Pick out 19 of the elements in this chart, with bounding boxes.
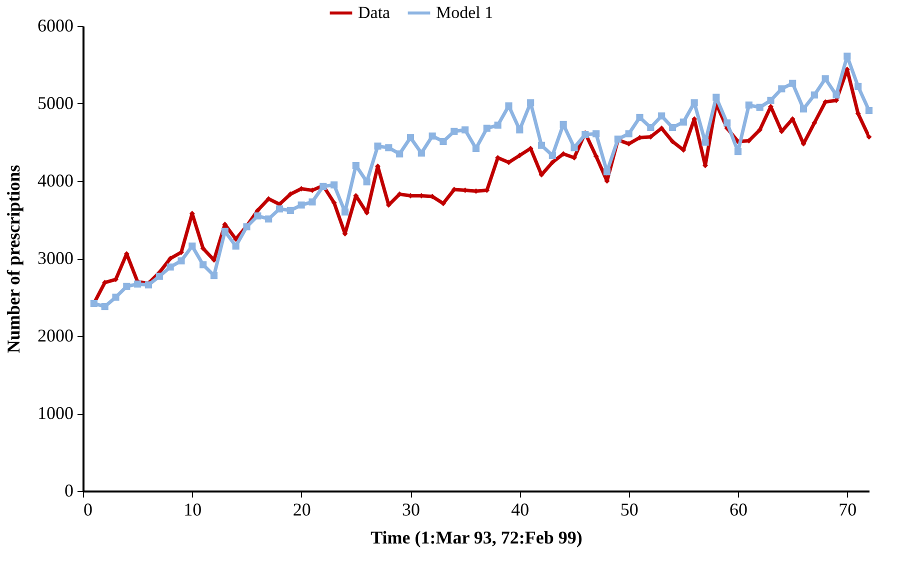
legend-label: Model 1: [436, 3, 494, 22]
y-tick-label: 4000: [38, 170, 74, 190]
x-tick-label: 10: [184, 500, 202, 520]
y-tick-label: 3000: [38, 248, 74, 268]
y-tick-label: 6000: [38, 16, 74, 36]
y-tick-label: 2000: [38, 326, 74, 346]
x-tick-label: 30: [402, 500, 420, 520]
x-tick-label: 40: [511, 500, 530, 520]
x-tick-label: 60: [730, 500, 748, 520]
x-tick-label: 0: [84, 500, 92, 520]
y-tick-label: 5000: [38, 93, 74, 113]
legend-label: Data: [358, 3, 391, 22]
x-tick-label: 50: [620, 500, 638, 520]
x-tick-label: 70: [838, 500, 857, 520]
y-tick-label: 1000: [38, 403, 74, 423]
x-tick-label: 20: [292, 500, 311, 520]
y-tick-label: 0: [64, 480, 74, 500]
x-axis-title: Time (1:Mar 93, 72:Feb 99): [370, 528, 582, 548]
y-axis-title: Number of prescriptions: [4, 164, 24, 354]
